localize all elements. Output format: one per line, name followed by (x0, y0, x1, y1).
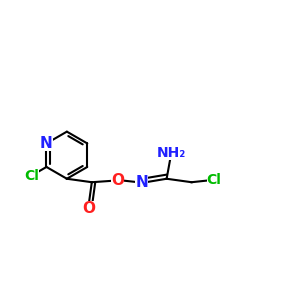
Text: Cl: Cl (24, 169, 39, 183)
Text: O: O (82, 201, 95, 216)
Text: N: N (135, 175, 148, 190)
Text: O: O (111, 173, 124, 188)
Text: N: N (40, 136, 53, 151)
Text: Cl: Cl (207, 173, 221, 188)
Text: NH₂: NH₂ (157, 146, 186, 161)
